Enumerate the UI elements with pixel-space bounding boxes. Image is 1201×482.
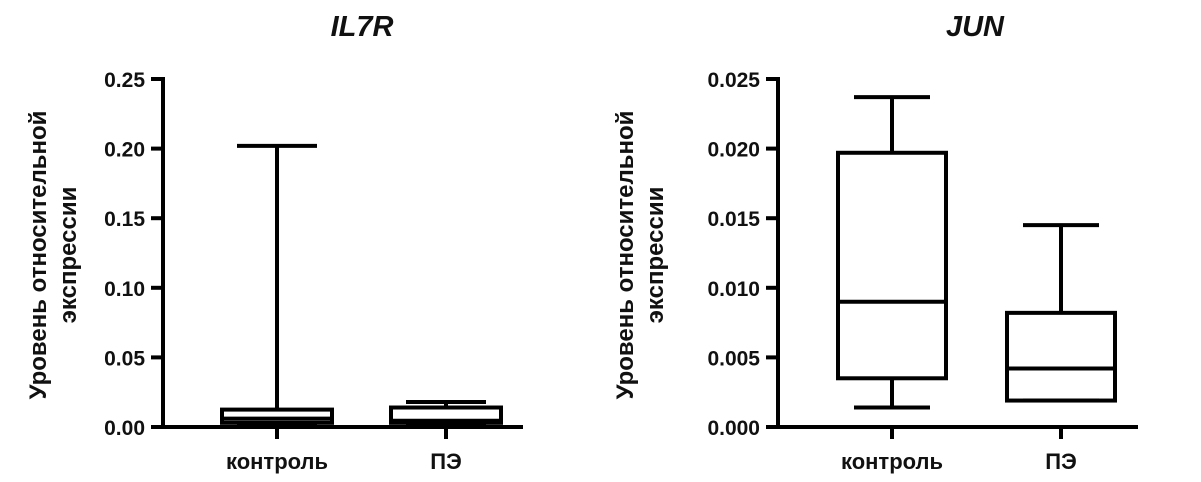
y-tick-label: 0.15 — [104, 208, 145, 231]
chart-title: IL7R — [331, 11, 394, 43]
y-tick-label: 0.20 — [104, 139, 145, 162]
iqr-box — [389, 405, 503, 425]
iqr-box — [836, 150, 948, 381]
box-plot-pe — [389, 399, 503, 427]
y-tick-label: 0.25 — [104, 69, 145, 92]
y-axis-label-line-1: Уровень относительной — [612, 111, 639, 400]
y-tick-label: 0.015 — [707, 208, 760, 231]
y-tick-label: 0.005 — [707, 347, 760, 370]
y-axis-label-line-2: экспрессии — [642, 187, 669, 324]
chart-panel-il7r: IL7R Уровень относительной экспрессии 0.… — [25, 11, 523, 474]
y-tick-label: 0.000 — [707, 417, 760, 440]
chart-title: JUN — [946, 11, 1005, 43]
iqr-box — [220, 407, 334, 425]
y-axis-label-line-1: Уровень относительной — [25, 111, 52, 400]
y-tick-label: 0.020 — [707, 139, 760, 162]
y-tick-label: 0.00 — [104, 417, 145, 440]
box-plot-pe — [1005, 223, 1117, 403]
chart-panel-jun: JUN Уровень относительной экспрессии 0.0… — [612, 11, 1138, 474]
iqr-box — [1005, 310, 1117, 403]
box-plot-control — [836, 95, 948, 410]
x-tick-label: ПЭ — [1045, 449, 1076, 474]
x-tick-label: контроль — [226, 449, 328, 474]
y-tick-label: 0.010 — [707, 278, 760, 301]
x-tick-label: ПЭ — [430, 449, 461, 474]
y-axis-label-line-2: экспрессии — [55, 187, 82, 324]
y-tick-label: 0.05 — [104, 347, 145, 370]
plot-area-il7r: 0.00 0.05 0.10 0.15 0.20 0.25 контроль ПЭ — [104, 69, 523, 474]
plot-area-jun: 0.000 0.005 0.010 0.015 0.020 0.025 контроль ПЭ — [707, 69, 1138, 474]
x-tick-label: контроль — [841, 449, 943, 474]
box-plot-control — [220, 143, 334, 427]
y-tick-label: 0.025 — [707, 69, 760, 92]
y-tick-label: 0.10 — [104, 278, 145, 301]
